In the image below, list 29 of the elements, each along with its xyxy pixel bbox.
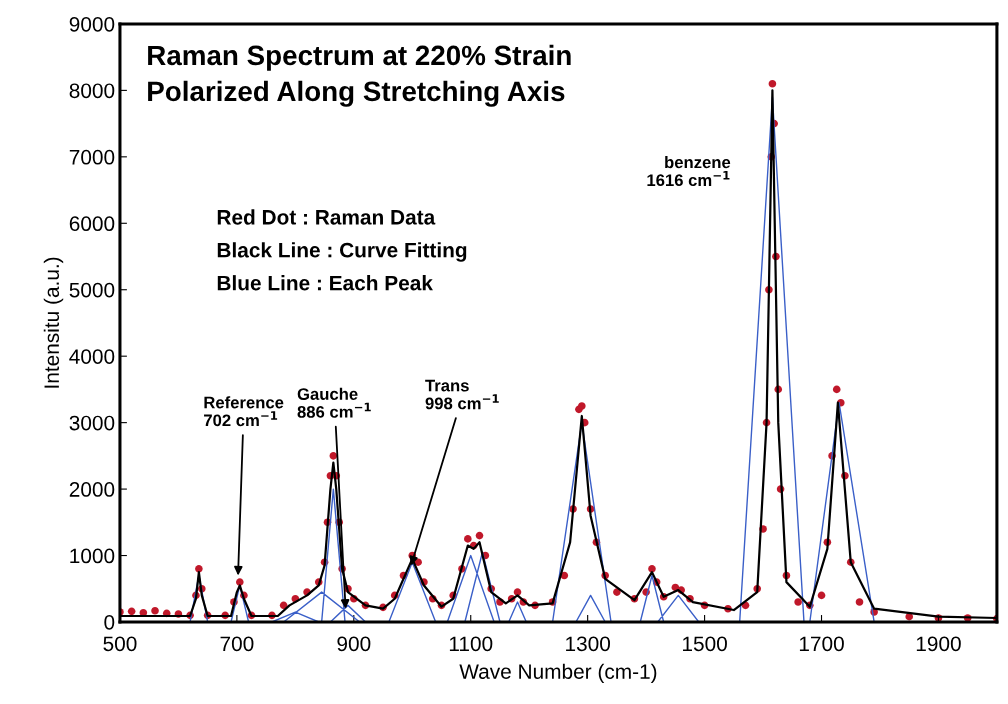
- y-tick-label: 1000: [70, 548, 115, 564]
- y-tick-label: 4000: [69, 349, 115, 364]
- y-tick-label: 5000: [69, 282, 115, 298]
- text: Raman Spectrum at 220% Strain: [148, 44, 571, 71]
- y-axis-title: Intensitu (a.u.): [43, 257, 64, 388]
- x-tick-label: 1500: [683, 636, 727, 652]
- annotation: Reference 702 cm$^{−1}$: [204, 396, 284, 427]
- y-tick-label: 7000: [69, 149, 115, 165]
- x-tick-label: 1300: [566, 636, 611, 652]
- annotation: Blue Line : Each Peak: [217, 275, 433, 291]
- annotation: Red Dot : Raman Data: [217, 209, 436, 225]
- annotation: benzene 1616 cm$^{−1}$: [647, 155, 731, 187]
- x-tick-label: 1900: [916, 636, 961, 652]
- x-tick-label: 700: [220, 636, 254, 652]
- x-tick-label: 1700: [799, 636, 844, 652]
- y-tick-label: 0: [104, 614, 115, 630]
- y-tick-label: 6000: [69, 216, 115, 232]
- annotation: Gauche 886 cm$^{−1}$: [297, 387, 371, 418]
- y-tick-label: 2000: [69, 482, 115, 497]
- x-axis-title: Wave Number (cm-1): [459, 663, 657, 684]
- annotation: Black Line : Curve Fitting: [217, 242, 467, 262]
- y-tick-label: 3000: [69, 415, 115, 431]
- x-tick-label: 900: [337, 636, 371, 652]
- y-tick-label: 8000: [69, 83, 115, 99]
- annotation: Trans 998 cm$^{−1}$: [425, 379, 499, 410]
- x-tick-label: 500: [103, 636, 137, 652]
- text: Polarized Along Stretching Axis: [148, 80, 565, 107]
- y-tick-label: 9000: [69, 16, 115, 32]
- x-tick-label: 1100: [449, 636, 493, 652]
